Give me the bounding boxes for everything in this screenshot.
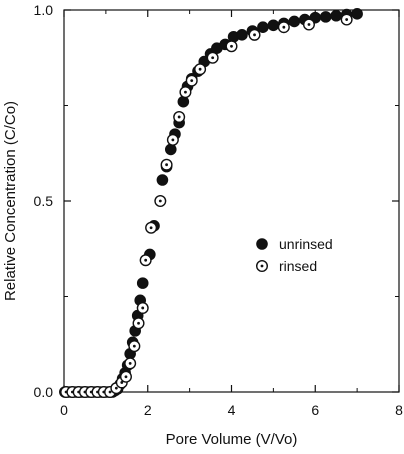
- rinsed-center-dot: [190, 79, 194, 83]
- unrinsed-point: [330, 9, 342, 22]
- unrinsed-series: [59, 8, 363, 398]
- rinsed-point: [225, 40, 238, 53]
- rinsed-point: [160, 158, 173, 171]
- rinsed-series: [60, 13, 353, 399]
- rinsed-point: [166, 133, 179, 146]
- y-axis-title: Relative Concentration (C/Co): [2, 101, 19, 301]
- unrinsed-point: [288, 15, 301, 28]
- rinsed-center-dot: [260, 264, 264, 268]
- unrinsed-point: [136, 277, 149, 289]
- rinsed-center-dot: [171, 138, 175, 142]
- rinsed-center-dot: [132, 344, 136, 348]
- unrinsed-point: [257, 21, 269, 33]
- rinsed-point: [194, 63, 207, 76]
- rinsed-center-dot: [253, 33, 256, 37]
- x-axis-title: Pore Volume (V/Vo): [166, 431, 298, 448]
- legend-layer: unrinsed rinsed: [256, 236, 333, 274]
- y-tick-label: 1.0: [34, 2, 54, 18]
- rinsed-center-dot: [230, 44, 233, 48]
- rinsed-center-dot: [144, 258, 148, 262]
- rinsed-point: [185, 74, 198, 87]
- unrinsed-point: [267, 19, 280, 32]
- rinsed-point: [145, 221, 158, 234]
- unrinsed-point: [319, 11, 332, 23]
- rinsed-center-dot: [177, 115, 181, 119]
- x-tick-label: 0: [60, 402, 68, 418]
- x-tick-label: 8: [395, 402, 403, 418]
- rinsed-point: [179, 86, 192, 99]
- rinsed-center-dot: [184, 90, 187, 94]
- rinsed-point: [128, 340, 141, 353]
- axes-layer: 0 2 4 6 8 0.0 0.5 1.0: [34, 2, 404, 418]
- x-tick-label: 2: [144, 402, 152, 418]
- y-tick-label: 0.5: [34, 193, 54, 209]
- rinsed-center-dot: [198, 67, 202, 71]
- rinsed-center-dot: [120, 381, 124, 384]
- rinsed-point: [206, 51, 219, 64]
- rinsed-center-dot: [165, 163, 168, 167]
- rinsed-center-dot: [158, 199, 162, 203]
- rinsed-point: [132, 317, 145, 330]
- rinsed-center-dot: [282, 25, 286, 29]
- rinsed-center-dot: [124, 375, 128, 379]
- rinsed-center-dot: [345, 18, 349, 21]
- legend-rinsed-marker: [256, 260, 269, 273]
- rinsed-center-dot: [141, 306, 145, 310]
- rinsed-point: [124, 357, 137, 370]
- x-tick-label: 6: [311, 402, 319, 418]
- rinsed-point: [302, 18, 315, 31]
- rinsed-center-dot: [114, 386, 118, 390]
- rinsed-point: [139, 254, 152, 267]
- unrinsed-point: [351, 8, 363, 20]
- legend-unrinsed-label: unrinsed: [279, 236, 333, 252]
- rinsed-center-dot: [128, 361, 132, 365]
- unrinsed-point: [177, 95, 190, 108]
- rinsed-center-dot: [149, 226, 153, 230]
- unrinsed-point: [236, 29, 248, 41]
- rinsed-point: [154, 194, 167, 207]
- rinsed-point: [340, 13, 353, 26]
- unrinsed-point: [164, 143, 177, 156]
- rinsed-center-dot: [307, 23, 311, 26]
- rinsed-point: [136, 301, 149, 314]
- rinsed-center-dot: [108, 390, 112, 394]
- legend-unrinsed-marker: [256, 238, 268, 250]
- rinsed-point: [248, 28, 261, 41]
- rinsed-point: [277, 21, 290, 34]
- y-tick-label: 0.0: [34, 384, 54, 400]
- x-tick-label: 4: [228, 402, 236, 418]
- rinsed-center-dot: [211, 56, 215, 60]
- legend-rinsed-label: rinsed: [279, 258, 317, 274]
- plot-frame: [63, 9, 400, 393]
- rinsed-point: [173, 110, 186, 123]
- rinsed-point: [119, 370, 132, 383]
- rinsed-center-dot: [137, 321, 140, 325]
- series-layer: [59, 8, 363, 399]
- unrinsed-point: [156, 174, 169, 186]
